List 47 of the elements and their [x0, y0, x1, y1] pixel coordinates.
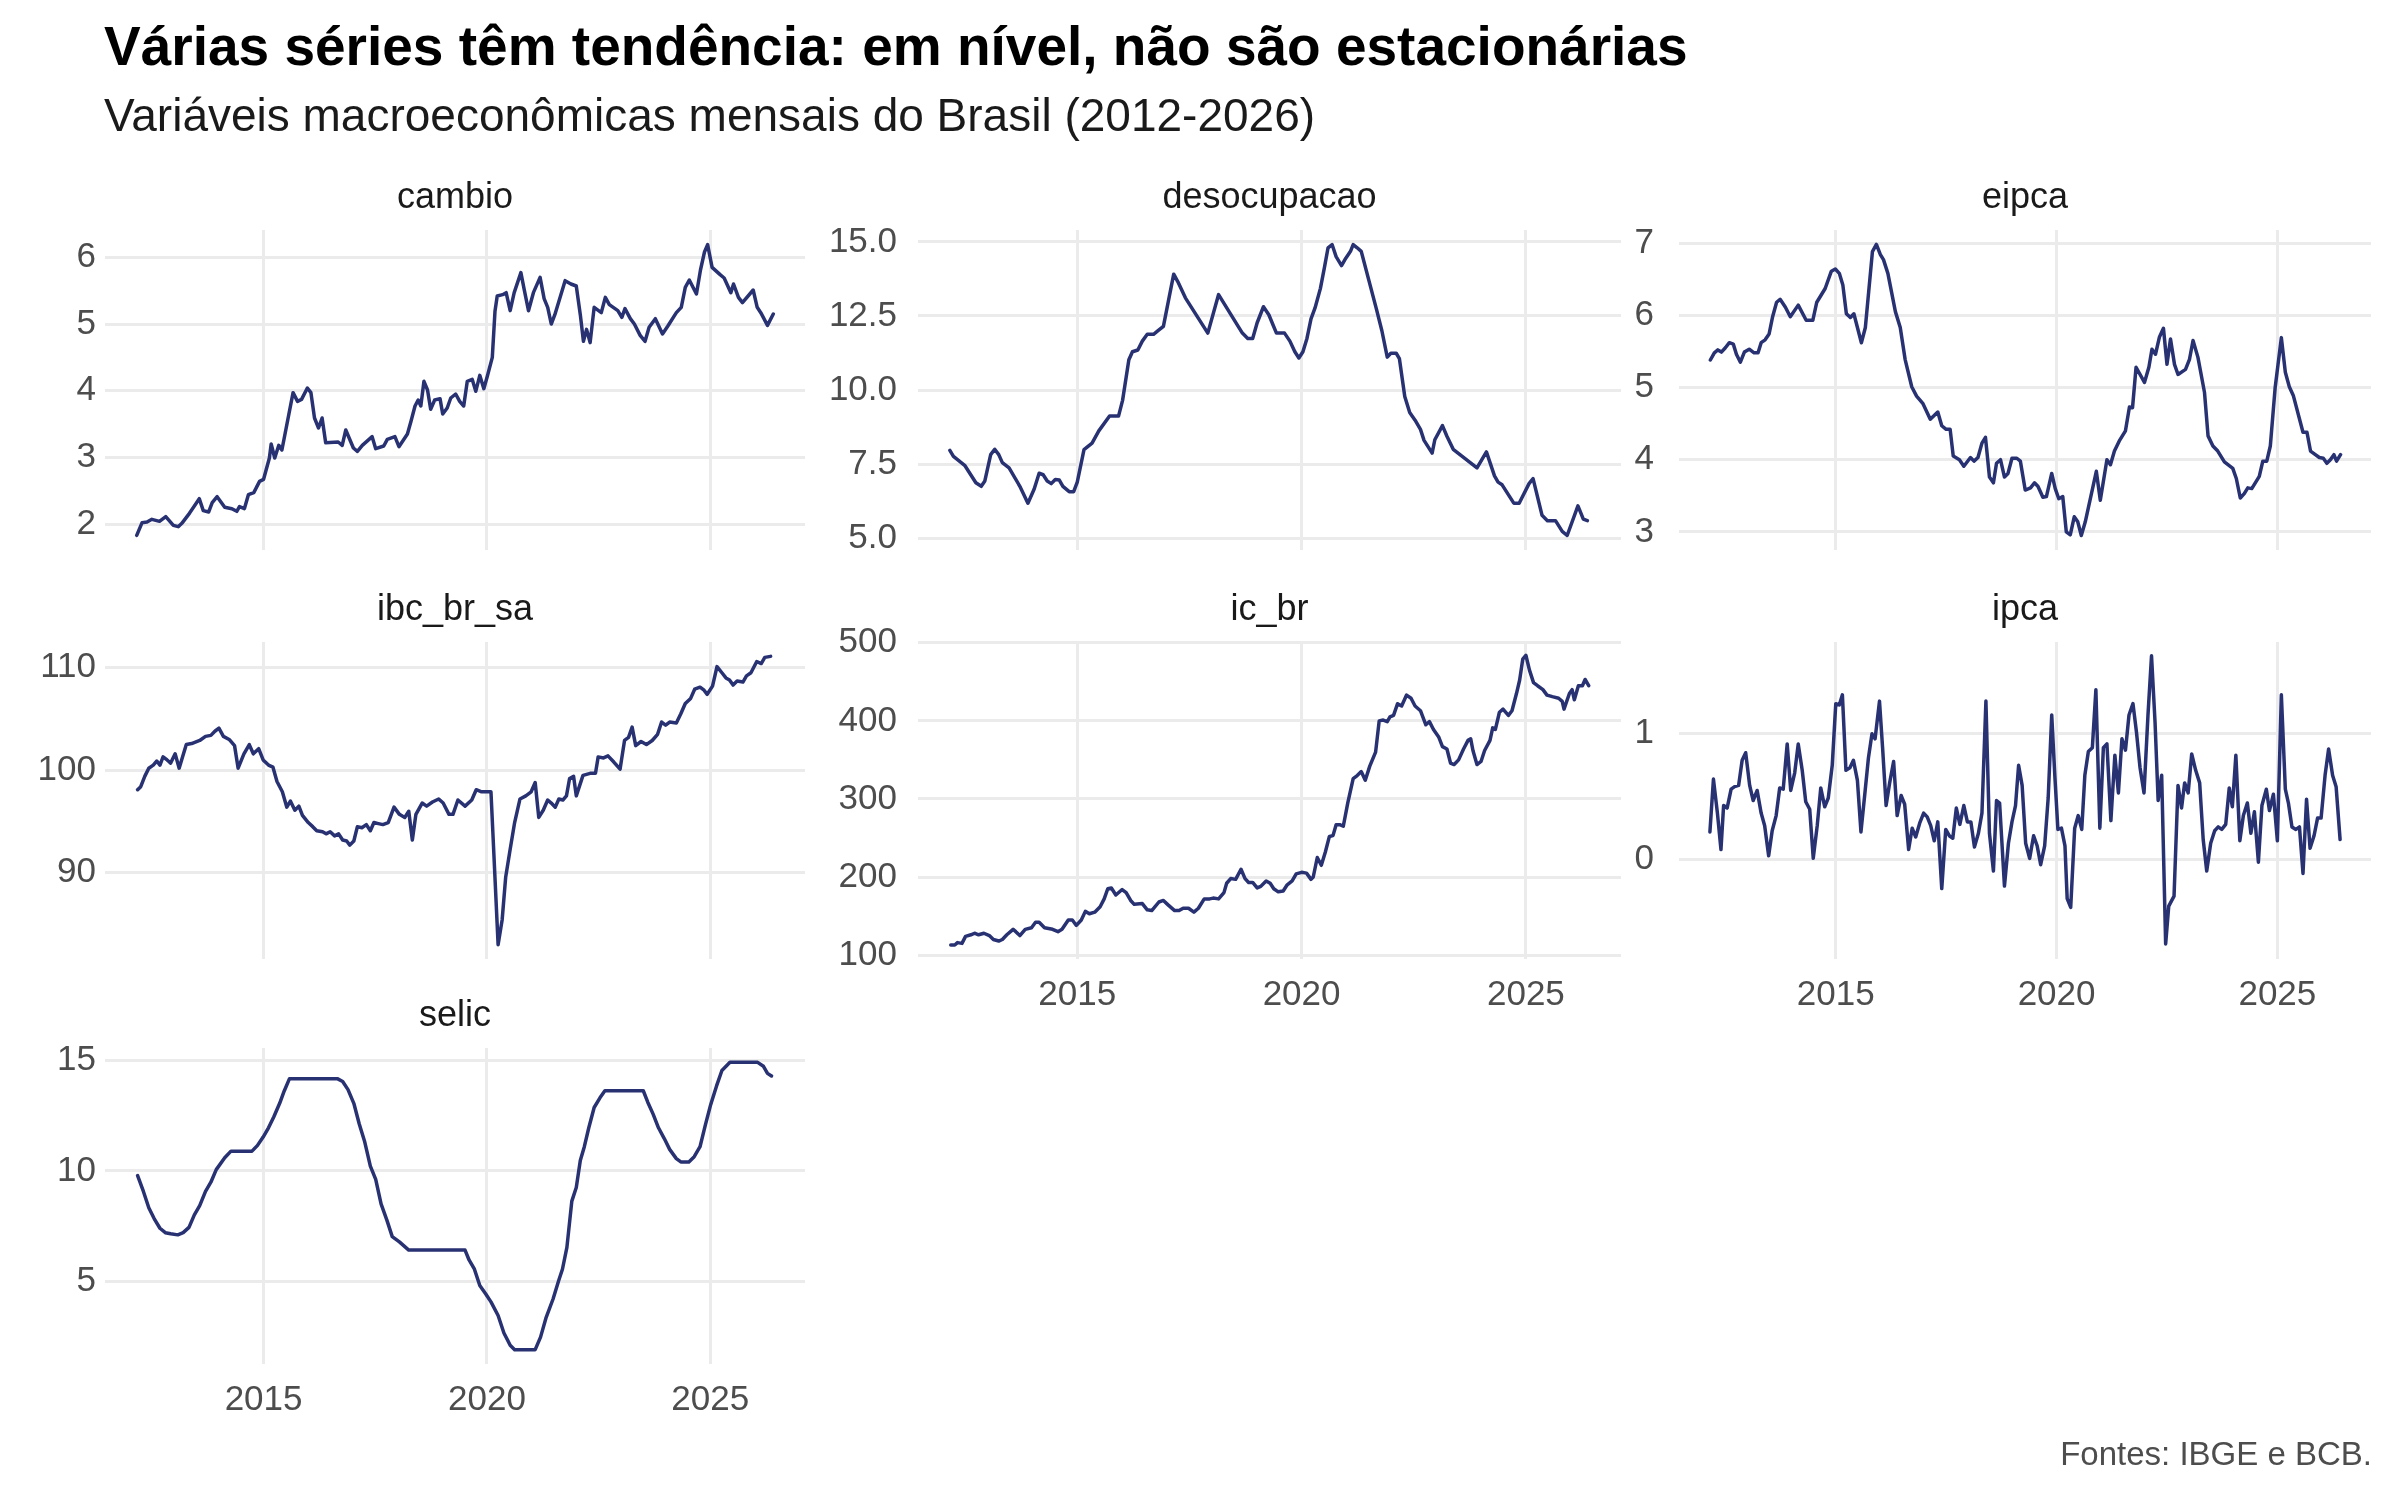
y-tick-label: 5: [76, 1258, 96, 1298]
y-tick-label: 5.0: [848, 515, 897, 555]
text: Várias séries têm tendência: em nível, não são estacionárias: [104, 14, 1688, 79]
y-tick-label: 15: [57, 1038, 96, 1078]
chart-title: cambio: [396, 175, 514, 217]
y-tick-label: 200: [838, 854, 897, 894]
y-tick-label: 15.0: [828, 219, 897, 259]
x-tick-label: 2025: [1486, 972, 1565, 1012]
y-tick-label: 100: [37, 747, 96, 787]
y-tick-label: 5: [1634, 365, 1654, 405]
y-tick-label: 12.5: [828, 293, 897, 333]
chart-title: eipca: [1981, 175, 2069, 217]
x-tick-label: 2025: [2238, 972, 2317, 1012]
y-tick-label: 10.0: [828, 367, 897, 407]
chart-title: selic: [418, 993, 492, 1035]
y-tick-label: 0: [1634, 837, 1654, 877]
x-tick-label: 2020: [1262, 972, 1341, 1012]
x-tick-label: 2020: [448, 1377, 526, 1417]
y-tick-label: 6: [76, 234, 96, 274]
y-tick-label: 3: [1634, 509, 1654, 549]
chart-title: ic_br: [1230, 587, 1309, 629]
y-tick-label: 4: [1634, 437, 1654, 477]
text: Variáveis macroeconômicas mensais do Brasil (2012-2026): [104, 88, 1316, 143]
y-tick-label: 110: [40, 645, 96, 685]
x-tick-label: 2025: [671, 1377, 750, 1417]
y-tick-label: 7: [1634, 220, 1654, 260]
y-tick-label: 6: [1634, 292, 1654, 332]
y-tick-label: 7.5: [848, 441, 897, 481]
y-tick-label: 3: [76, 434, 96, 474]
y-tick-label: 1: [1634, 711, 1654, 751]
y-tick-label: 10: [57, 1148, 96, 1188]
y-tick-label: 100: [838, 932, 897, 972]
x-tick-label: 2015: [1796, 972, 1875, 1012]
x-tick-label: 2015: [224, 1377, 303, 1417]
x-tick-label: 2020: [2017, 972, 2096, 1012]
y-tick-label: 4: [76, 368, 96, 408]
chart-title: desocupacao: [1162, 175, 1377, 217]
y-tick-label: 90: [57, 850, 96, 890]
y-tick-label: 5: [76, 301, 96, 341]
y-tick-label: 300: [838, 776, 897, 816]
chart-title: ipca: [1991, 587, 2059, 629]
x-tick-label: 2015: [1038, 972, 1117, 1012]
y-tick-label: 2: [76, 501, 96, 541]
text: Fontes: IBGE e BCB.: [2060, 1434, 2372, 1473]
y-tick-label: 400: [838, 698, 897, 738]
y-tick-label: 500: [838, 620, 897, 660]
chart-title: ibc_br_sa: [376, 587, 534, 629]
